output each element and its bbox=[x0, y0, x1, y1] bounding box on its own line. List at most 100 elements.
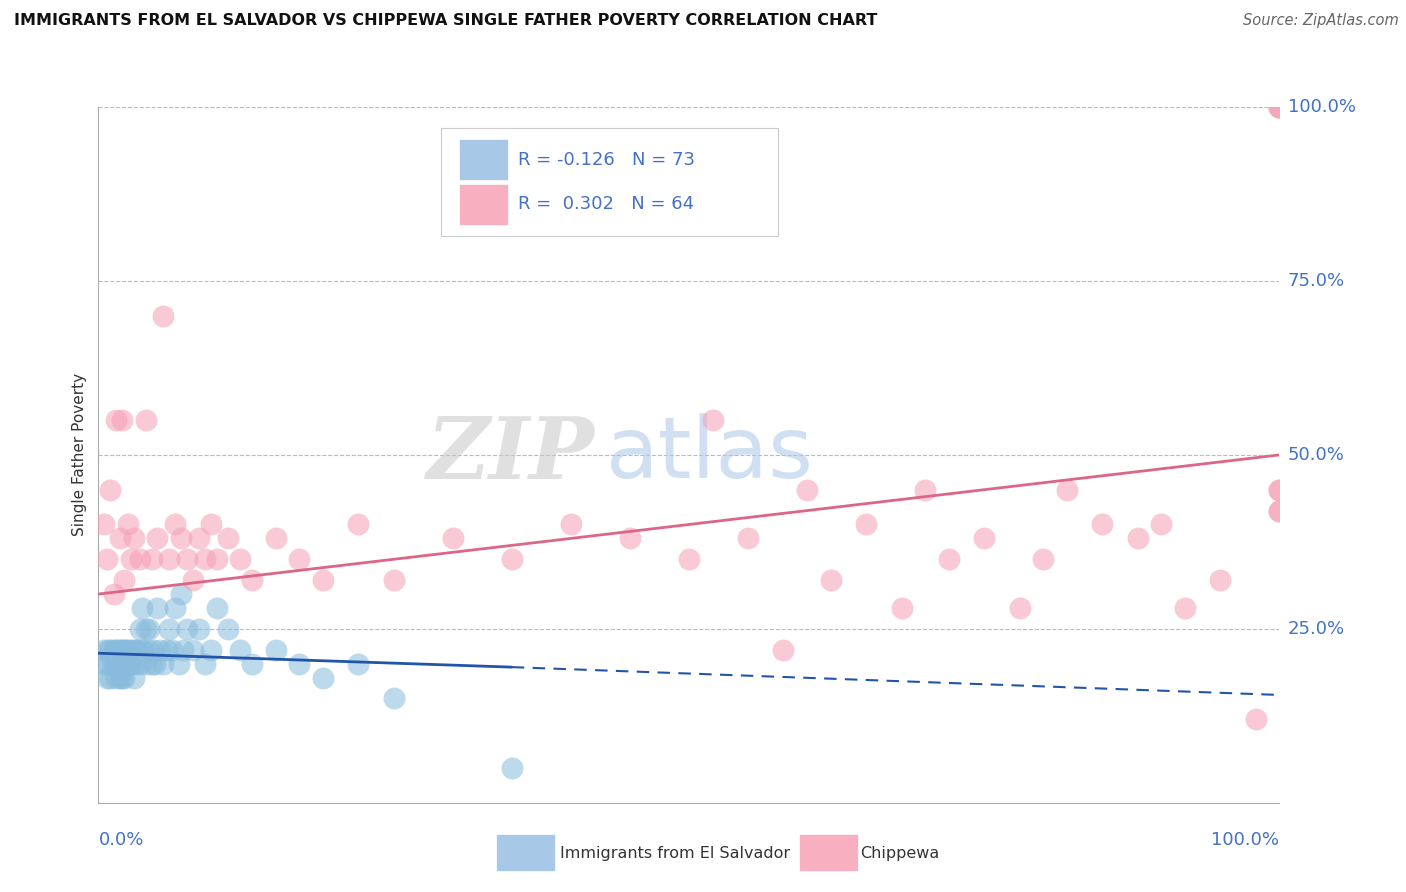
Point bbox=[93, 642, 115, 657]
Point bbox=[264, 642, 287, 657]
Point bbox=[112, 642, 135, 657]
Point bbox=[143, 657, 166, 671]
Point bbox=[796, 483, 818, 497]
Point bbox=[501, 552, 523, 566]
Point bbox=[160, 642, 183, 657]
Point bbox=[97, 657, 120, 671]
Point bbox=[97, 642, 120, 657]
Text: Immigrants from El Salvador: Immigrants from El Salvador bbox=[560, 847, 790, 861]
FancyBboxPatch shape bbox=[441, 128, 778, 235]
Point bbox=[217, 532, 239, 546]
Point bbox=[1091, 517, 1114, 532]
Point bbox=[1126, 532, 1149, 546]
Point bbox=[312, 671, 335, 685]
Point bbox=[176, 622, 198, 636]
Point bbox=[1268, 483, 1291, 497]
Point bbox=[122, 642, 145, 657]
Point bbox=[288, 657, 311, 671]
Point bbox=[172, 642, 194, 657]
Point bbox=[135, 622, 157, 636]
Point bbox=[1268, 483, 1291, 497]
Point bbox=[112, 657, 135, 671]
Point bbox=[200, 642, 222, 657]
Point bbox=[93, 517, 115, 532]
Point bbox=[229, 642, 252, 657]
Point bbox=[120, 657, 142, 671]
Point bbox=[146, 532, 169, 546]
Text: 75.0%: 75.0% bbox=[1288, 272, 1346, 290]
Point bbox=[1008, 601, 1031, 615]
Point bbox=[122, 532, 145, 546]
Point bbox=[124, 657, 146, 671]
Point bbox=[129, 642, 152, 657]
Point bbox=[820, 573, 842, 587]
Point bbox=[1268, 503, 1291, 517]
Point bbox=[146, 601, 169, 615]
Point bbox=[347, 517, 370, 532]
Point bbox=[165, 517, 187, 532]
Point bbox=[167, 657, 190, 671]
Point bbox=[194, 657, 217, 671]
Text: 25.0%: 25.0% bbox=[1288, 620, 1346, 638]
Point bbox=[560, 517, 582, 532]
Point bbox=[619, 532, 641, 546]
Point bbox=[115, 657, 138, 671]
Point bbox=[170, 532, 193, 546]
Point bbox=[114, 657, 136, 671]
Text: 100.0%: 100.0% bbox=[1288, 98, 1355, 116]
Point bbox=[347, 657, 370, 671]
Point bbox=[96, 671, 118, 685]
Point bbox=[108, 657, 131, 671]
Point bbox=[105, 413, 128, 427]
Point bbox=[157, 552, 180, 566]
FancyBboxPatch shape bbox=[458, 139, 508, 180]
Point bbox=[382, 691, 405, 706]
Point bbox=[288, 552, 311, 566]
Point bbox=[149, 642, 172, 657]
Point bbox=[156, 642, 179, 657]
Point bbox=[157, 622, 180, 636]
Point bbox=[121, 642, 143, 657]
Point bbox=[103, 642, 125, 657]
Text: R =  0.302   N = 64: R = 0.302 N = 64 bbox=[517, 195, 693, 213]
Point bbox=[1268, 100, 1291, 114]
Point bbox=[118, 657, 141, 671]
Point bbox=[181, 573, 204, 587]
Point bbox=[240, 573, 263, 587]
Point bbox=[205, 601, 228, 615]
Point bbox=[141, 657, 163, 671]
Text: 0.0%: 0.0% bbox=[98, 830, 143, 848]
Text: IMMIGRANTS FROM EL SALVADOR VS CHIPPEWA SINGLE FATHER POVERTY CORRELATION CHART: IMMIGRANTS FROM EL SALVADOR VS CHIPPEWA … bbox=[14, 13, 877, 29]
Point bbox=[229, 552, 252, 566]
Point bbox=[217, 622, 239, 636]
Point bbox=[1244, 712, 1267, 726]
Point bbox=[1268, 100, 1291, 114]
Point bbox=[890, 601, 912, 615]
Point bbox=[135, 413, 157, 427]
Point bbox=[105, 657, 128, 671]
Text: Source: ZipAtlas.com: Source: ZipAtlas.com bbox=[1243, 13, 1399, 29]
Point bbox=[121, 552, 143, 566]
Point bbox=[855, 517, 877, 532]
Point bbox=[1268, 100, 1291, 114]
Text: ZIP: ZIP bbox=[426, 413, 595, 497]
Text: 100.0%: 100.0% bbox=[1212, 830, 1279, 848]
Point bbox=[187, 532, 209, 546]
Point bbox=[678, 552, 700, 566]
Point bbox=[110, 642, 132, 657]
Point bbox=[187, 622, 209, 636]
Point bbox=[142, 642, 165, 657]
Point bbox=[1056, 483, 1078, 497]
Point bbox=[103, 587, 125, 601]
Point bbox=[152, 657, 174, 671]
Point bbox=[127, 642, 149, 657]
Point bbox=[131, 601, 153, 615]
Point bbox=[112, 573, 135, 587]
Point bbox=[111, 413, 134, 427]
Point bbox=[914, 483, 936, 497]
Point bbox=[101, 657, 124, 671]
Point bbox=[264, 532, 287, 546]
Point bbox=[107, 642, 129, 657]
Point bbox=[98, 483, 121, 497]
Point bbox=[138, 622, 160, 636]
